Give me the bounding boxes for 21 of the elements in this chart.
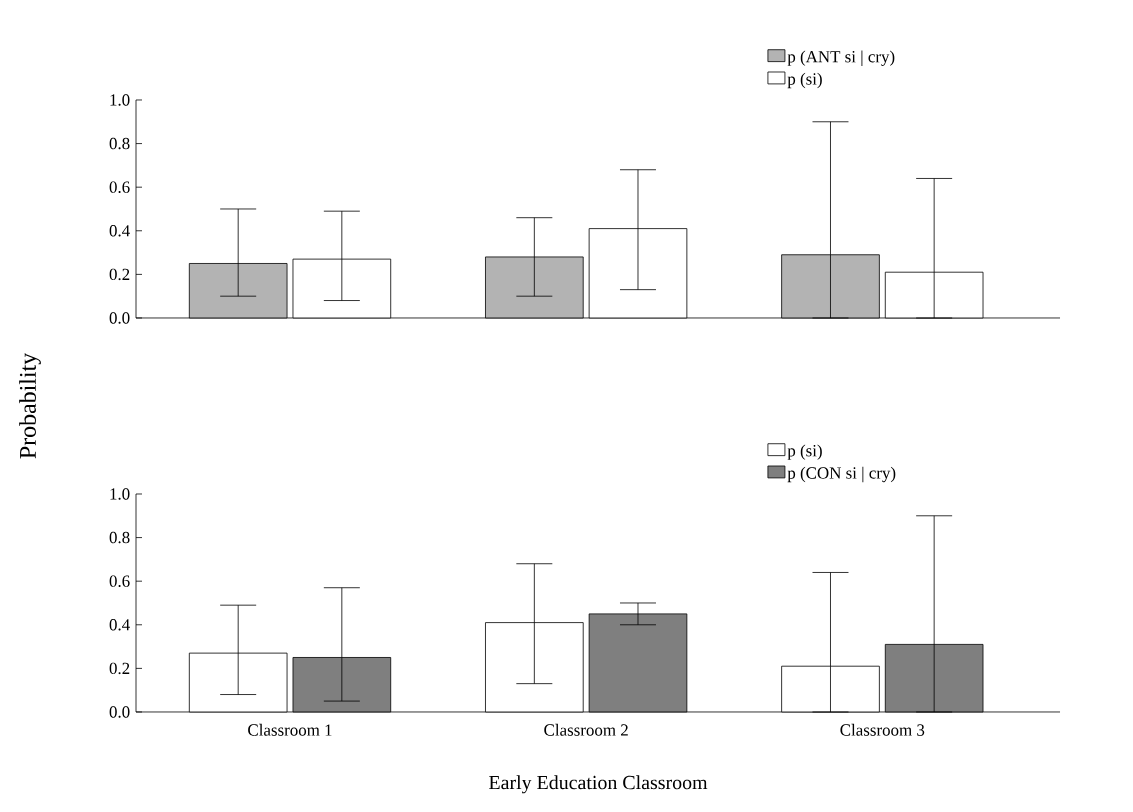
legend-label: p (ANT si | cry) [787,50,895,66]
x-tick-label: Classroom 3 [840,723,925,736]
legend-label: p (si) [787,72,822,89]
y-axis-title: Probability [19,352,41,459]
x-tick-label: Classroom 1 [248,723,332,736]
y-tick-label: 0.0 [109,312,130,324]
y-tick-label: 0.2 [109,662,130,675]
x-axis-title: Early Education Classroom [489,775,708,794]
y-tick-label: 0.8 [109,531,130,544]
y-tick-label: 0.4 [109,619,130,631]
y-tick-label: 0.0 [109,706,130,718]
y-tick-label: 0.4 [109,225,130,237]
y-tick-label: 0.2 [109,268,130,281]
y-tick-label: 1.0 [110,94,130,106]
legend-label: p (si) [787,444,822,460]
y-tick-label: 1.0 [110,488,130,500]
y-tick-label: 0.6 [109,575,130,587]
y-tick-label: 0.8 [109,137,130,150]
y-tick-label: 0.6 [109,181,130,193]
legend-label: p (CON si | cry) [787,466,896,483]
x-tick-label: Classroom 2 [544,723,628,736]
